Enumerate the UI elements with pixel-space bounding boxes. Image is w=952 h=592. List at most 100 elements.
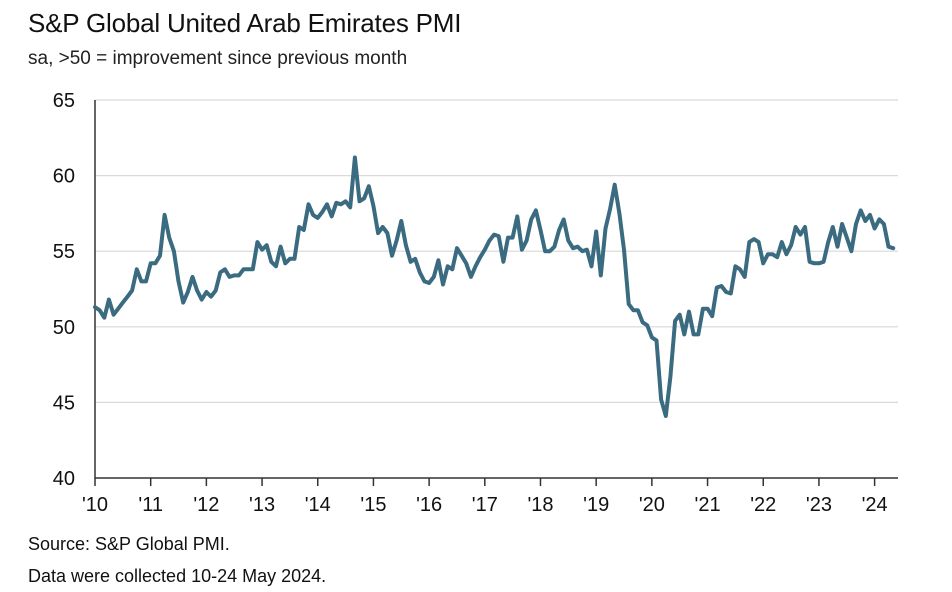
data-point: [628, 303, 630, 305]
y-tick-label-55: 55: [53, 241, 75, 263]
data-point: [567, 240, 569, 242]
data-point: [785, 253, 788, 255]
data-point: [233, 274, 235, 276]
chart-title: S&P Global United Arab Emirates PMI: [28, 8, 462, 38]
data-point: [405, 244, 407, 246]
x-tick-label-2023: '23: [806, 494, 832, 516]
data-point: [776, 256, 778, 258]
data-point: [577, 246, 579, 248]
data-point: [651, 336, 653, 338]
x-tick-label-2010: '10: [82, 494, 108, 516]
data-point: [108, 299, 110, 301]
data-point: [813, 262, 815, 264]
data-point: [298, 226, 300, 228]
data-point: [665, 415, 667, 417]
x-tick-label-2016: '16: [416, 494, 442, 516]
data-point: [191, 276, 194, 278]
data-point: [326, 203, 328, 205]
data-point: [321, 211, 323, 213]
data-point: [173, 250, 175, 252]
data-point: [516, 215, 518, 217]
x-tick-label-2024: '24: [862, 494, 888, 516]
data-point: [618, 212, 621, 214]
y-tick-label-65: 65: [53, 90, 75, 112]
data-point: [730, 292, 732, 295]
series-layer: [93, 155, 896, 418]
data-point: [697, 333, 699, 335]
data-point: [289, 258, 291, 260]
data-point: [521, 249, 523, 251]
data-point: [275, 265, 277, 267]
data-point: [247, 268, 249, 270]
y-tick-label-60: 60: [53, 166, 75, 188]
x-tick-label-2012: '12: [193, 494, 219, 516]
data-point: [423, 280, 426, 282]
data-point: [117, 308, 119, 310]
data-point: [345, 200, 347, 202]
data-point: [484, 249, 486, 251]
data-point: [447, 265, 449, 267]
data-point: [604, 227, 607, 230]
data-point: [122, 302, 124, 304]
data-point: [224, 268, 226, 270]
data-point: [581, 250, 583, 252]
axis-layer: 40 45 50 55 60 65 '10 '11 '12 '13 '14 '15 '16 '17 '18 '…: [53, 90, 898, 516]
data-point: [451, 268, 453, 270]
data-point: [720, 285, 723, 287]
data-point: [683, 333, 685, 335]
data-point: [140, 280, 142, 282]
data-point: [609, 208, 611, 210]
data-point: [488, 240, 490, 242]
data-point: [539, 229, 542, 231]
data-point: [103, 317, 105, 319]
data-point: [150, 262, 152, 264]
data-point: [358, 200, 361, 202]
data-point: [131, 289, 133, 292]
chart-subtitle: sa, >50 = improvement since previous mon…: [28, 48, 408, 69]
data-point: [511, 237, 514, 239]
data-point: [414, 258, 416, 260]
data-point: [280, 246, 282, 248]
data-point: [841, 223, 843, 225]
data-point: [869, 214, 871, 216]
data-point: [354, 156, 356, 159]
data-point: [377, 232, 379, 234]
data-point: [799, 234, 802, 236]
data-point: [655, 339, 658, 341]
data-point: [493, 234, 495, 236]
data-point: [261, 249, 263, 251]
data-point: [781, 241, 783, 243]
data-point: [874, 227, 876, 230]
data-point: [725, 291, 727, 293]
data-point: [331, 215, 333, 217]
chart-footer: Source: S&P Global PMI. Data were collec…: [28, 528, 326, 592]
data-point: [832, 226, 834, 228]
data-point: [386, 232, 388, 234]
data-point: [892, 247, 894, 249]
data-point: [340, 203, 342, 205]
data-point: [762, 262, 764, 264]
data-point: [437, 259, 439, 261]
data-point: [688, 311, 690, 313]
data-point: [711, 315, 713, 317]
data-point: [154, 262, 156, 264]
data-point: [498, 235, 500, 237]
data-point: [553, 246, 556, 248]
y-tick-label-45: 45: [53, 392, 75, 414]
data-point: [758, 241, 760, 243]
x-tick-label-2019: '19: [583, 494, 609, 516]
data-point: [767, 253, 769, 255]
x-tick-label-2022: '22: [750, 494, 776, 516]
data-point: [164, 214, 166, 216]
data-point: [544, 250, 546, 252]
data-point: [679, 314, 681, 316]
data-point: [887, 246, 890, 248]
data-point: [823, 261, 825, 263]
data-point: [168, 237, 170, 239]
data-point: [739, 268, 741, 270]
data-point: [187, 291, 189, 293]
data-point: [702, 308, 704, 310]
x-tick-label-2021: '21: [695, 494, 721, 516]
x-tick-label-2017: '17: [472, 494, 498, 516]
